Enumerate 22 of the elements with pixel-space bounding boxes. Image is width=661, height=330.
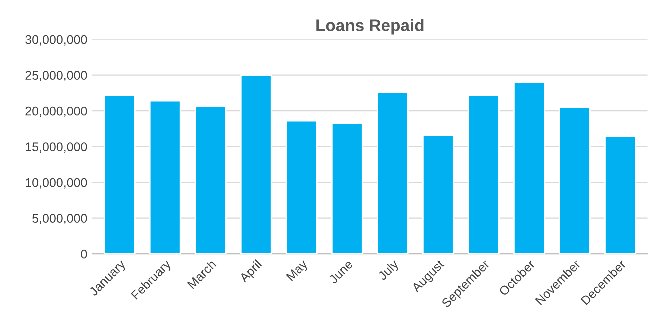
bar [104, 94, 136, 254]
bar [331, 122, 364, 254]
x-tick-label: July [377, 258, 402, 283]
bar [422, 134, 454, 254]
bar [376, 92, 409, 254]
bar [468, 94, 500, 254]
y-tick-label: 0 [81, 250, 88, 259]
bar [604, 136, 636, 254]
chart-title: Loans Repaid [316, 19, 424, 35]
bar [559, 106, 591, 254]
bar [240, 74, 272, 254]
y-tick-label: 20,000,000 [26, 106, 88, 118]
y-tick-label: 5,000,000 [32, 214, 88, 224]
y-tick-label: 10,000,000 [26, 178, 88, 189]
bar [149, 100, 182, 254]
y-tick-label: 30,000,000 [26, 35, 88, 46]
bar [286, 120, 318, 254]
x-tick-label: May [286, 259, 310, 284]
bar [194, 106, 227, 254]
bar [514, 82, 546, 254]
y-tick-label: 15,000,000 [26, 142, 88, 153]
y-tick-label: 25,000,000 [26, 71, 88, 82]
